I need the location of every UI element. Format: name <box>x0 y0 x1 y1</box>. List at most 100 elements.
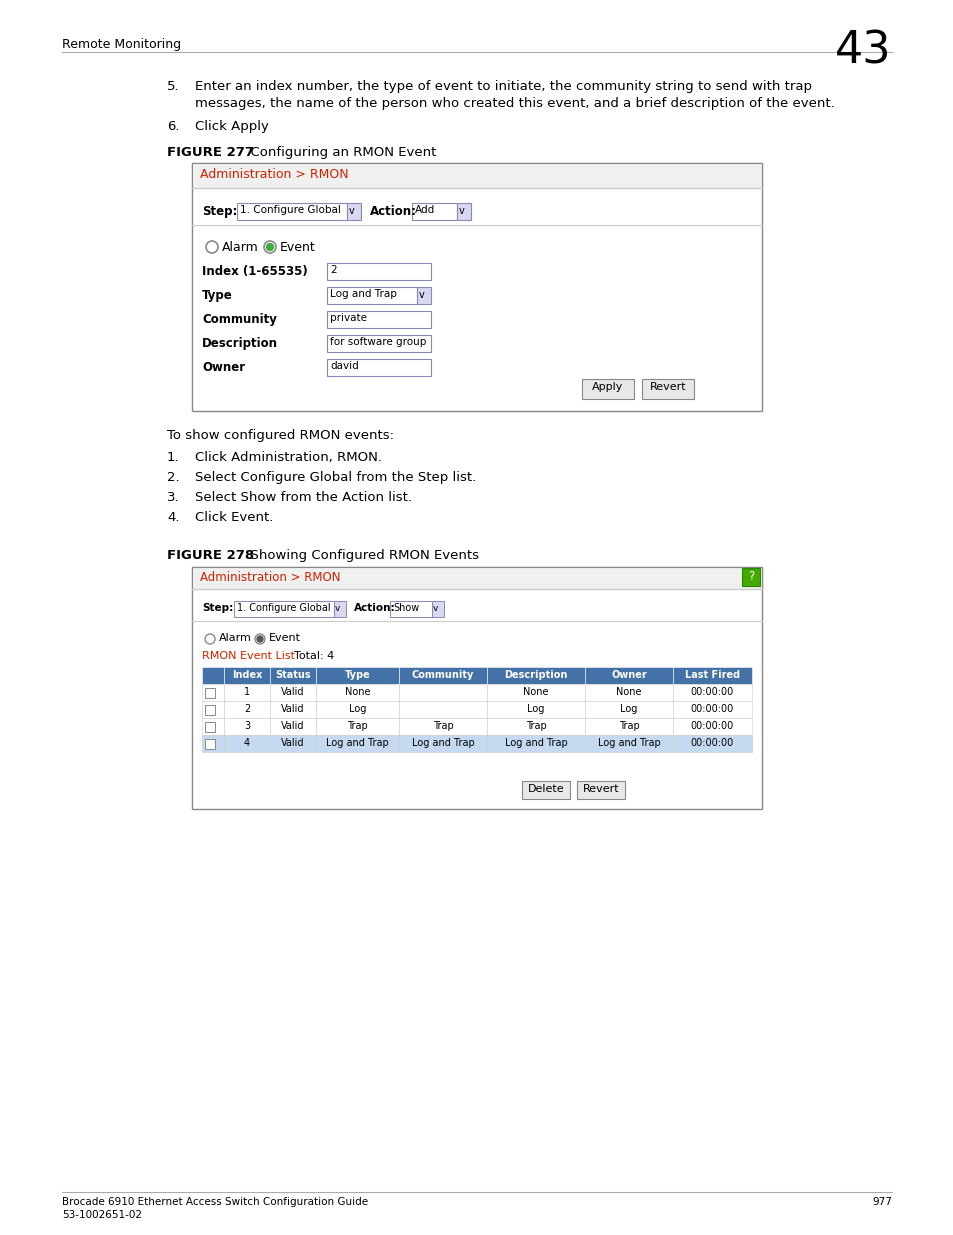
Text: Enter an index number, the type of event to initiate, the community string to se: Enter an index number, the type of event… <box>194 80 811 93</box>
Bar <box>224 684 270 701</box>
Text: Select Show from the Action list.: Select Show from the Action list. <box>194 492 412 504</box>
Text: v: v <box>335 604 340 613</box>
Text: Trap: Trap <box>432 721 453 731</box>
Text: 977: 977 <box>871 1197 891 1207</box>
Text: Total: 4: Total: 4 <box>287 651 334 661</box>
Text: 43: 43 <box>835 30 891 73</box>
Text: 00:00:00: 00:00:00 <box>690 739 734 748</box>
Bar <box>577 781 624 799</box>
Bar <box>327 335 431 352</box>
Bar <box>202 735 224 752</box>
Bar <box>202 701 224 718</box>
Bar <box>315 735 398 752</box>
Text: 3.: 3. <box>167 492 179 504</box>
Bar <box>224 735 270 752</box>
Text: Event: Event <box>280 241 315 254</box>
Text: 1. Configure Global: 1. Configure Global <box>240 205 340 215</box>
Text: Apply: Apply <box>592 382 623 391</box>
Text: Log: Log <box>619 704 637 714</box>
Bar <box>192 163 761 188</box>
Text: Alarm: Alarm <box>219 634 252 643</box>
Text: v: v <box>458 206 464 216</box>
Text: Action:: Action: <box>354 603 395 613</box>
Bar <box>233 601 334 618</box>
Bar <box>270 667 315 684</box>
Bar <box>192 567 761 809</box>
Bar <box>486 667 584 684</box>
Bar <box>432 601 443 618</box>
Text: private: private <box>330 312 367 324</box>
Text: v: v <box>433 604 438 613</box>
Bar <box>584 735 672 752</box>
Circle shape <box>256 636 263 642</box>
Text: Step:: Step: <box>202 603 233 613</box>
Text: Log and Trap: Log and Trap <box>326 739 389 748</box>
Bar <box>390 601 432 618</box>
Text: Click Apply: Click Apply <box>194 120 269 133</box>
Text: Administration > RMON: Administration > RMON <box>200 571 340 584</box>
Text: 6.: 6. <box>167 120 179 133</box>
Text: Add: Add <box>415 205 435 215</box>
Text: 1.: 1. <box>167 451 179 464</box>
Circle shape <box>264 241 275 253</box>
Text: for software group: for software group <box>330 337 426 347</box>
Text: Click Event.: Click Event. <box>194 511 274 524</box>
Bar <box>270 701 315 718</box>
Bar <box>315 667 398 684</box>
Text: Log and Trap: Log and Trap <box>597 739 659 748</box>
Text: Type: Type <box>344 671 370 680</box>
Text: Alarm: Alarm <box>222 241 258 254</box>
Text: Valid: Valid <box>281 687 304 697</box>
Text: 00:00:00: 00:00:00 <box>690 721 734 731</box>
Text: 1. Configure Global: 1. Configure Global <box>236 603 331 613</box>
Bar <box>202 718 224 735</box>
Bar <box>202 684 224 701</box>
Text: Step:: Step: <box>202 205 237 219</box>
Bar <box>486 735 584 752</box>
Text: Remote Monitoring: Remote Monitoring <box>62 38 181 51</box>
Text: Delete: Delete <box>527 784 564 794</box>
Text: Community: Community <box>202 312 276 326</box>
Text: Revert: Revert <box>649 382 685 391</box>
Text: Log: Log <box>527 704 544 714</box>
Circle shape <box>254 634 265 643</box>
Bar <box>205 722 214 732</box>
Text: Type: Type <box>202 289 233 303</box>
Text: Valid: Valid <box>281 739 304 748</box>
Text: v: v <box>418 290 424 300</box>
Text: 1: 1 <box>244 687 250 697</box>
Bar <box>327 287 416 304</box>
Text: 00:00:00: 00:00:00 <box>690 704 734 714</box>
Text: 2: 2 <box>330 266 336 275</box>
Bar <box>347 203 360 220</box>
Bar <box>315 718 398 735</box>
Bar <box>236 203 347 220</box>
Text: Event: Event <box>269 634 301 643</box>
Text: Brocade 6910 Ethernet Access Switch Configuration Guide: Brocade 6910 Ethernet Access Switch Conf… <box>62 1197 368 1207</box>
Bar <box>327 359 431 375</box>
Bar <box>672 684 751 701</box>
Bar <box>398 684 486 701</box>
Text: Owner: Owner <box>611 671 646 680</box>
Text: Log and Trap: Log and Trap <box>504 739 567 748</box>
Text: 00:00:00: 00:00:00 <box>690 687 734 697</box>
Bar <box>270 735 315 752</box>
Bar <box>412 203 456 220</box>
Bar <box>192 163 761 411</box>
Bar <box>672 718 751 735</box>
Text: Description: Description <box>504 671 567 680</box>
Text: Index (1-65535): Index (1-65535) <box>202 266 308 278</box>
Text: Last Fired: Last Fired <box>684 671 740 680</box>
Bar <box>224 718 270 735</box>
Bar <box>584 718 672 735</box>
Bar <box>456 203 471 220</box>
Text: Trap: Trap <box>525 721 546 731</box>
Bar <box>672 735 751 752</box>
Bar <box>416 287 431 304</box>
Bar <box>486 684 584 701</box>
Text: Valid: Valid <box>281 721 304 731</box>
Text: Select Configure Global from the Step list.: Select Configure Global from the Step li… <box>194 471 476 484</box>
Bar <box>584 667 672 684</box>
Text: Community: Community <box>412 671 474 680</box>
Bar <box>741 568 760 585</box>
